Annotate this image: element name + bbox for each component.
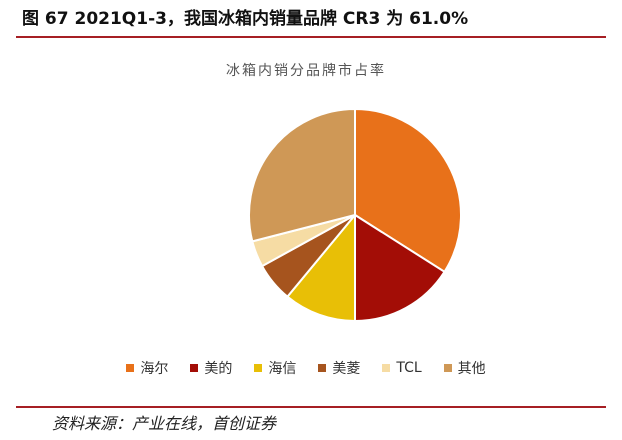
legend-swatch bbox=[190, 364, 199, 372]
legend-label: 海信 bbox=[268, 361, 297, 377]
legend-label: 美菱 bbox=[332, 361, 361, 377]
legend-item-haier: 海尔 bbox=[126, 358, 168, 378]
pie-slice-1 bbox=[354, 213, 446, 323]
chart-legend: 海尔 美的 海信 美菱 TCL 其他 bbox=[0, 358, 612, 378]
chart-title: 冰箱内销分品牌市占率 bbox=[226, 63, 386, 79]
legend-swatch bbox=[382, 364, 391, 372]
pie-slice-2 bbox=[286, 212, 356, 323]
legend-label: TCL bbox=[396, 360, 422, 376]
pie-slice-5 bbox=[248, 107, 356, 243]
top-divider bbox=[16, 36, 606, 38]
legend-swatch bbox=[254, 364, 263, 372]
legend-swatch bbox=[126, 364, 135, 372]
legend-swatch bbox=[443, 364, 452, 372]
bottom-divider bbox=[16, 406, 606, 408]
legend-label: 美的 bbox=[204, 361, 233, 377]
legend-item-midea: 美的 bbox=[190, 358, 232, 378]
legend-item-meiling: 美菱 bbox=[318, 358, 360, 378]
legend-item-tcl: TCL bbox=[382, 358, 422, 378]
legend-item-hisense: 海信 bbox=[254, 358, 296, 378]
legend-label: 其他 bbox=[457, 361, 486, 377]
figure-title: 图 67 2021Q1-3，我国冰箱内销量品牌 CR3 为 61.0% bbox=[22, 9, 469, 29]
legend-swatch bbox=[318, 364, 327, 372]
legend-item-others: 其他 bbox=[443, 358, 486, 378]
legend-label: 海尔 bbox=[140, 361, 169, 377]
pie-chart bbox=[248, 107, 462, 323]
source-note: 资料来源：产业在线，首创证券 bbox=[52, 414, 277, 433]
